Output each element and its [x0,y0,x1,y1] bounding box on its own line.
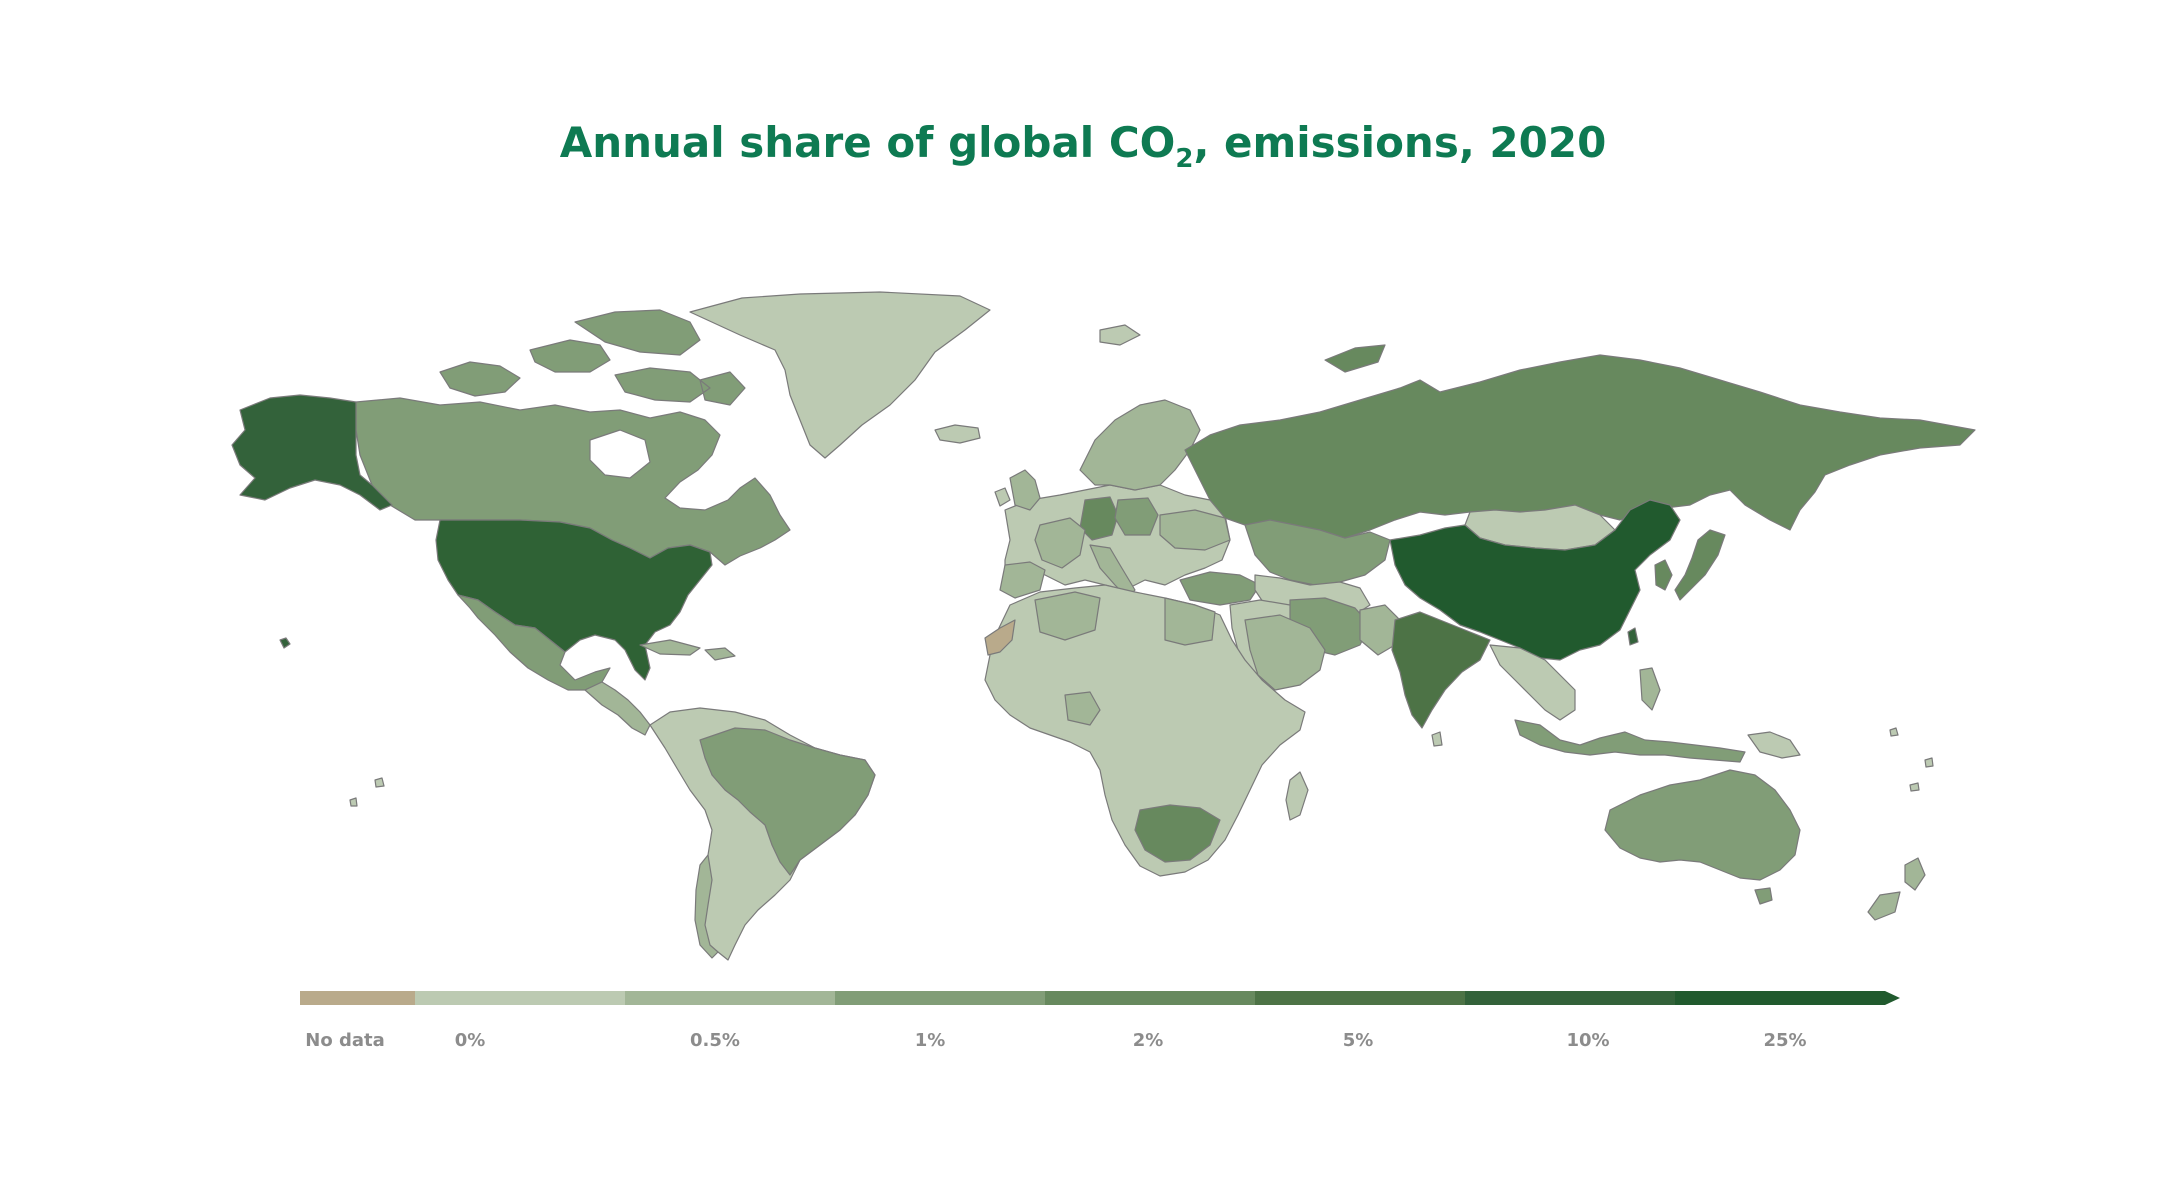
region-pacific-islands [349,727,1934,807]
region-hudson-bay [589,429,651,479]
region-united-kingdom [1009,469,1041,511]
region-ukraine [1159,509,1231,551]
region-madagascar [1285,771,1309,821]
legend-label-5: 5% [1343,1030,1374,1051]
title-suffix: , emissions, 2020 [1193,118,1607,167]
region-southeast-asia [1489,644,1576,721]
legend-swatch-6 [1465,991,1675,1005]
region-new-zealand [1867,857,1926,921]
region-papua-new-guinea [1747,731,1801,759]
region-ireland [994,487,1011,507]
region-egypt [1164,597,1216,646]
region-scandinavia [1079,399,1201,491]
region-spain [999,561,1046,599]
legend-swatch-0 [300,991,415,1005]
legend-bars [300,991,1900,1005]
region-sri-lanka [1431,731,1443,747]
region-svalbard [1099,324,1141,346]
legend-swatch-3 [835,991,1045,1005]
region-caribbean [639,639,736,661]
region-mexico [457,594,611,691]
legend-label-1: 0% [455,1030,486,1051]
legend-label-3: 1% [915,1030,946,1051]
region-china [1389,499,1681,661]
region-philippines [1639,667,1661,711]
region-indonesia [1514,719,1746,763]
region-taiwan [1627,627,1639,646]
region-iceland [934,424,981,444]
legend-label-4: 2% [1133,1030,1164,1051]
legend-swatch-2 [625,991,835,1005]
region-kazakhstan [1244,519,1391,586]
legend-labels: No data 0% 0.5% 1% 2% 5% 10% 25% [305,1030,1806,1051]
region-saudi-arabia [1244,614,1326,691]
region-brazil [699,727,876,876]
region-canada-arctic-islands [439,309,746,406]
region-south-africa [1134,804,1221,863]
region-france [1034,517,1086,569]
region-turkey [1179,571,1261,606]
region-greenland [689,291,991,459]
region-alaska [231,394,393,511]
region-chile [694,854,719,959]
countries [231,291,1976,961]
region-nigeria [1064,691,1101,726]
legend-label-2: 0.5% [690,1030,740,1051]
region-japan [1674,529,1726,601]
legend-label-6: 10% [1566,1030,1609,1051]
legend-swatch-7 [1675,991,1885,1005]
region-algeria [1034,591,1101,641]
legend-arrow [1885,991,1900,1005]
legend-label-0: No data [305,1030,384,1051]
region-novaya-zemlya [1324,344,1386,373]
region-russia [1184,354,1976,539]
region-hawaii [279,637,291,649]
region-tasmania [1754,887,1773,905]
legend-label-7: 25% [1763,1030,1806,1051]
legend-swatch-5 [1255,991,1465,1005]
title-text: Annual share of global CO [559,118,1176,167]
legend-swatch-1 [415,991,625,1005]
title-subscript: 2 [1175,144,1194,174]
region-korea [1654,559,1673,591]
legend-swatch-4 [1045,991,1255,1005]
region-india [1391,611,1491,729]
map-title: Annual share of global CO2, emissions, 2… [0,118,2166,172]
region-poland [1114,497,1159,536]
region-western-sahara [984,619,1016,656]
region-australia [1604,769,1801,881]
